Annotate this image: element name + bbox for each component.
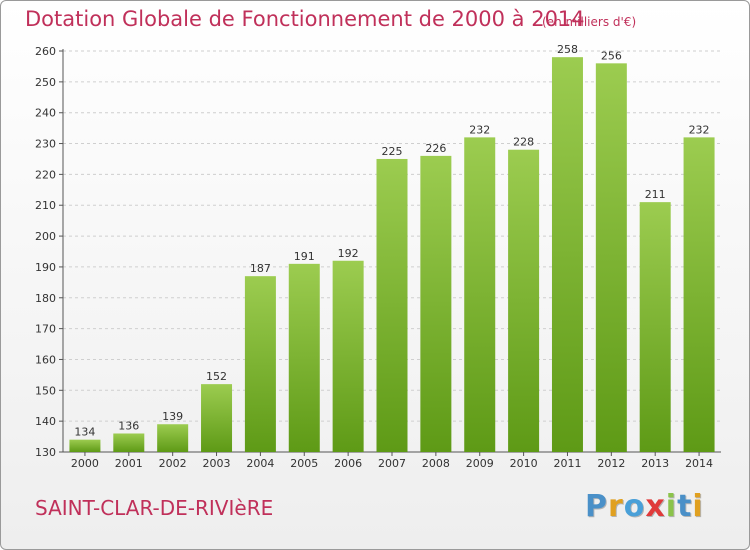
data-label: 228 [513, 136, 534, 149]
y-tick-label: 200 [35, 230, 56, 243]
proxiti-logo: Proxiti [585, 489, 704, 524]
logo-letter: i [692, 489, 704, 524]
bar-2013 [639, 202, 671, 452]
logo-letter: i [665, 489, 678, 524]
data-label: 226 [425, 142, 446, 155]
bar-2010 [508, 149, 540, 452]
y-tick-label: 250 [35, 76, 56, 89]
bar-2007 [376, 158, 408, 452]
data-label: 232 [689, 123, 710, 136]
bar-2014 [683, 137, 715, 452]
data-label: 139 [162, 410, 183, 423]
data-label: 134 [74, 426, 95, 439]
bar-2008 [420, 155, 452, 452]
data-label: 152 [206, 370, 227, 383]
logo-letter: t [677, 489, 693, 524]
y-tick-label: 230 [35, 138, 56, 151]
data-label: 256 [601, 49, 622, 62]
x-tick-label: 2000 [71, 457, 99, 470]
y-tick-label: 140 [35, 415, 56, 428]
x-tick-label: 2009 [466, 457, 494, 470]
x-tick-label: 2002 [159, 457, 187, 470]
bar-2002 [157, 424, 189, 452]
logo-letter: r [608, 489, 624, 524]
y-tick-label: 180 [35, 292, 56, 305]
bar-2009 [464, 137, 496, 452]
data-label: 225 [382, 145, 403, 158]
bar-2001 [113, 433, 145, 452]
x-tick-label: 2001 [115, 457, 143, 470]
logo-letter: P [585, 489, 608, 524]
y-tick-label: 130 [35, 446, 56, 459]
y-tick-label: 220 [35, 168, 56, 181]
x-tick-label: 2010 [510, 457, 538, 470]
data-label: 192 [338, 247, 359, 260]
y-tick-label: 190 [35, 261, 56, 274]
x-tick-label: 2003 [203, 457, 231, 470]
data-label: 211 [645, 188, 666, 201]
bar-2011 [551, 57, 583, 453]
x-tick-label: 2014 [685, 457, 713, 470]
x-tick-label: 2006 [334, 457, 362, 470]
x-tick-label: 2004 [246, 457, 274, 470]
chart-unit-note: (en milliers d'€) [542, 15, 637, 29]
x-tick-label: 2013 [641, 457, 669, 470]
logo-letter: x [645, 489, 666, 524]
data-label: 191 [294, 250, 315, 263]
data-label: 187 [250, 262, 271, 275]
y-tick-label: 210 [35, 199, 56, 212]
chart-title: Dotation Globale de Fonctionnement de 20… [25, 7, 585, 31]
y-tick-label: 150 [35, 384, 56, 397]
x-tick-label: 2007 [378, 457, 406, 470]
x-tick-label: 2012 [597, 457, 625, 470]
y-tick-label: 160 [35, 353, 56, 366]
bar-2004 [244, 276, 276, 452]
logo-letter: o [623, 489, 646, 524]
x-tick-label: 2011 [553, 457, 581, 470]
data-label: 258 [557, 43, 578, 56]
data-label: 136 [118, 419, 139, 432]
y-tick-label: 240 [35, 107, 56, 120]
x-tick-label: 2008 [422, 457, 450, 470]
x-tick-label: 2005 [290, 457, 318, 470]
bar-2006 [332, 260, 364, 452]
y-tick-label: 260 [35, 45, 56, 58]
y-tick-label: 170 [35, 323, 56, 336]
commune-name: SAINT-CLAR-DE-RIVIèRE [35, 496, 274, 520]
data-label: 232 [469, 123, 490, 136]
bar-2012 [595, 63, 627, 452]
bar-2003 [201, 384, 233, 452]
bar-2005 [288, 263, 320, 452]
bar-2000 [69, 439, 101, 452]
